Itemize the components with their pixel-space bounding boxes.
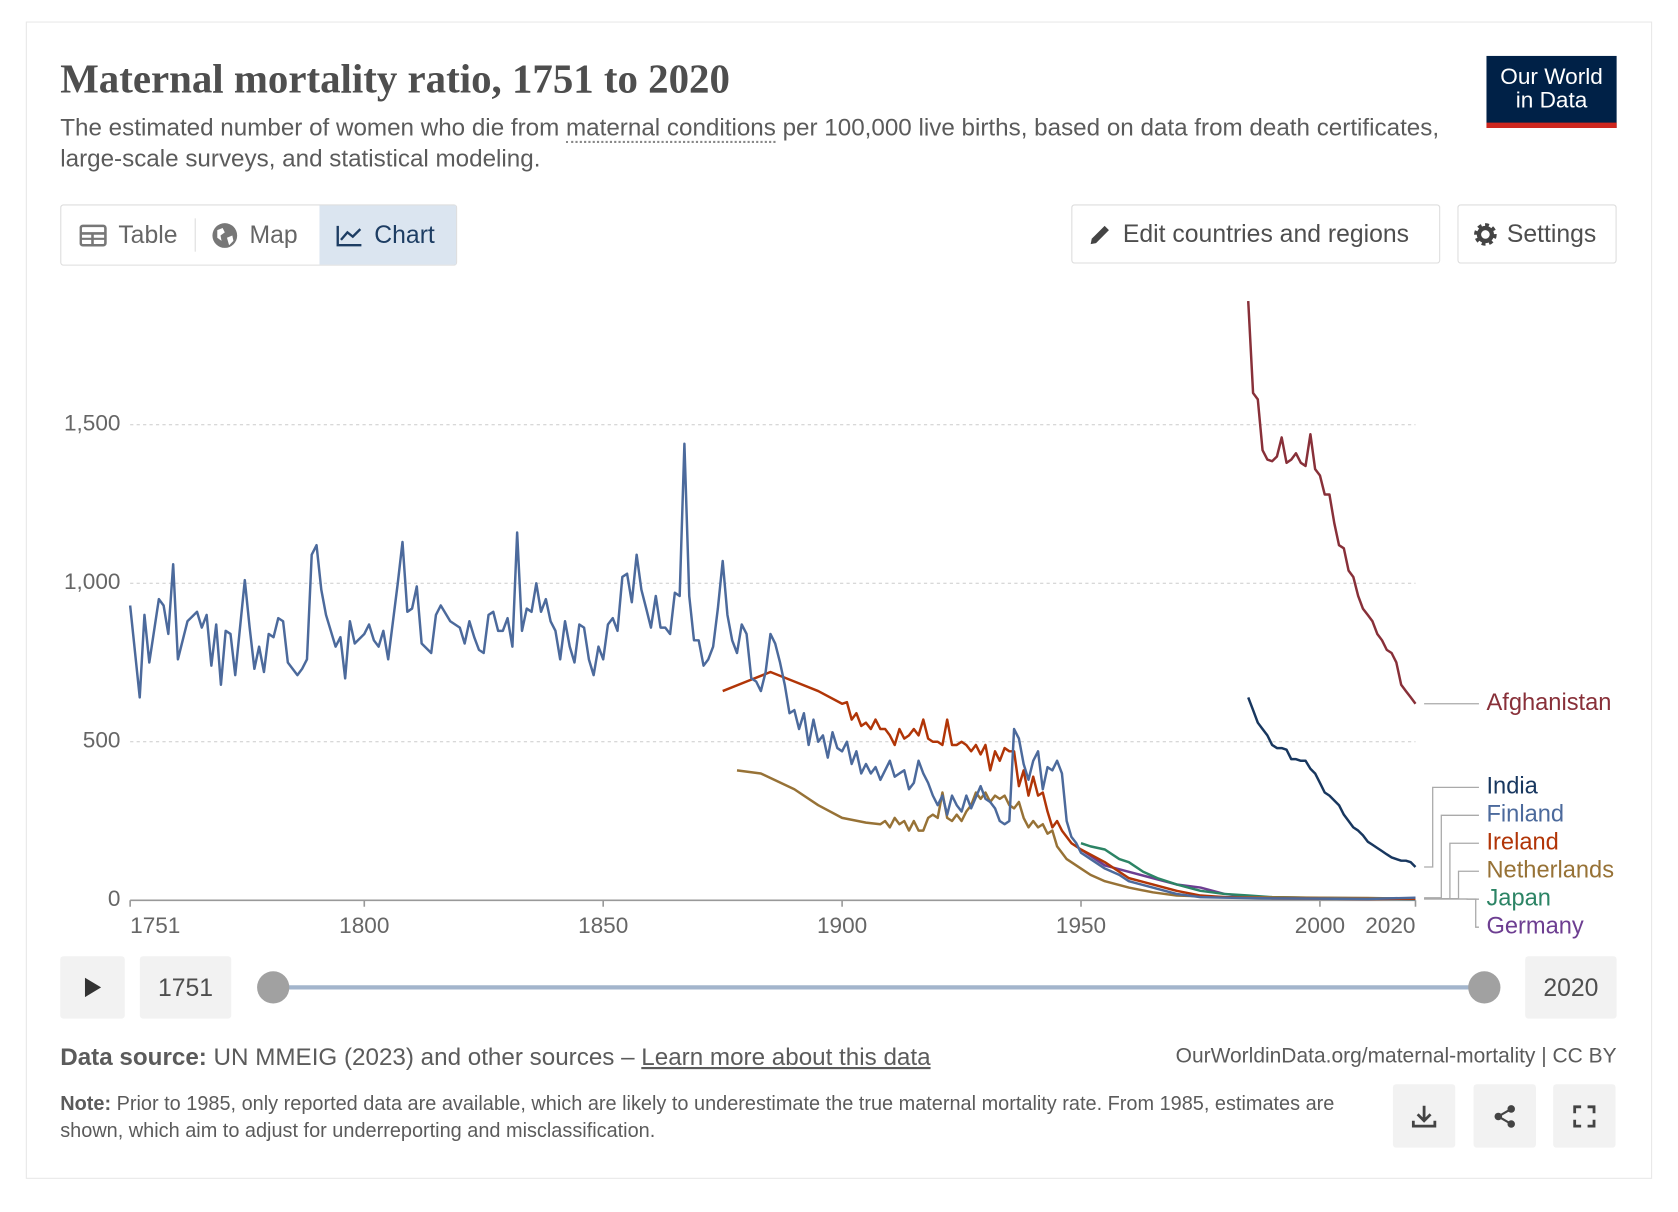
series-line bbox=[1080, 848, 1416, 901]
tab[interactable]: Map bbox=[196, 205, 319, 264]
button-label: Edit countries and regions bbox=[1122, 219, 1409, 248]
source-text: UN MMEIG (2023) and other sources – bbox=[206, 1043, 642, 1071]
card bbox=[25, 21, 1653, 1179]
legend-label: India bbox=[1486, 774, 1538, 800]
source: Data source: UN MMEIG (2023) and other s… bbox=[60, 1043, 930, 1071]
download-icon bbox=[1411, 1105, 1437, 1128]
x-tick-label: 2020 bbox=[1365, 913, 1415, 938]
subtitle-text: The estimated number of women who die fr… bbox=[60, 114, 567, 141]
tab-bar: Table Map Chart bbox=[60, 204, 458, 266]
table-icon bbox=[79, 224, 107, 246]
x-tick-label: 2000 bbox=[1295, 913, 1345, 938]
series-line bbox=[1246, 300, 1417, 705]
subtitle-text: per 100,000 live births, based on data f… bbox=[60, 114, 1440, 173]
legend-label: Netherlands bbox=[1486, 857, 1614, 883]
play-button[interactable] bbox=[60, 956, 125, 1019]
pencil-icon bbox=[1090, 225, 1109, 244]
tab-label: Chart bbox=[374, 220, 435, 249]
slider-handle[interactable] bbox=[1468, 971, 1501, 1004]
slider-handle[interactable] bbox=[257, 971, 290, 1004]
series-line bbox=[736, 769, 1416, 900]
tab-selected[interactable]: Chart bbox=[319, 205, 457, 265]
legend-connector bbox=[1424, 786, 1479, 868]
x-tick-label: 1900 bbox=[817, 913, 867, 938]
x-tick-label: 1751 bbox=[130, 913, 180, 938]
button-label: Settings bbox=[1506, 219, 1597, 248]
fullscreen-icon bbox=[1573, 1104, 1596, 1128]
series-line bbox=[722, 670, 1416, 901]
subtitle: The estimated number of women who die fr… bbox=[60, 112, 1458, 174]
chart-icon bbox=[336, 225, 362, 246]
series-line bbox=[1080, 841, 1416, 901]
source-label: Data source: bbox=[60, 1043, 207, 1071]
subtitle-link[interactable]: maternal conditions bbox=[566, 114, 776, 144]
legend-label: Finland bbox=[1486, 802, 1564, 828]
y-tick-label: 1,000 bbox=[64, 569, 121, 594]
x-tick-label: 1850 bbox=[578, 913, 628, 938]
legend-label: Japan bbox=[1486, 885, 1550, 911]
tab-label: Map bbox=[249, 220, 298, 249]
note-label: Note: bbox=[60, 1091, 112, 1115]
x-tick-label: 1800 bbox=[339, 913, 389, 938]
title: Maternal mortality ratio, 1751 to 2020 bbox=[60, 57, 730, 103]
fullscreen-button[interactable] bbox=[1553, 1084, 1616, 1148]
y-tick-label: 0 bbox=[108, 886, 121, 911]
url[interactable]: OurWorldinData.org/maternal-mortality | … bbox=[1175, 1044, 1617, 1069]
legend-label: Germany bbox=[1486, 913, 1583, 939]
logo-line: in Data bbox=[1515, 88, 1588, 113]
note-text: Prior to 1985, only reported data are av… bbox=[60, 1091, 1335, 1142]
legend-connector bbox=[1424, 898, 1479, 928]
legend-label: Ireland bbox=[1486, 830, 1558, 856]
legend-label: Afghanistan bbox=[1486, 690, 1611, 716]
play-icon bbox=[84, 977, 102, 998]
series-line bbox=[1247, 696, 1417, 868]
timeline-end[interactable]: 2020 bbox=[1525, 956, 1617, 1019]
y-tick-label: 500 bbox=[83, 728, 121, 753]
globe-icon bbox=[212, 222, 238, 248]
share-button[interactable] bbox=[1473, 1084, 1536, 1148]
edit-button[interactable]: Edit countries and regions bbox=[1071, 204, 1441, 264]
legend-connector bbox=[1424, 870, 1479, 900]
tab[interactable]: Table bbox=[61, 205, 194, 264]
settings-button[interactable]: Settings bbox=[1457, 204, 1617, 264]
legend-connector bbox=[1424, 814, 1479, 899]
x-tick-label: 1950 bbox=[1056, 913, 1106, 938]
timeline-start[interactable]: 1751 bbox=[139, 956, 232, 1019]
download-button[interactable] bbox=[1392, 1084, 1456, 1148]
divider bbox=[194, 218, 196, 252]
share-icon bbox=[1494, 1104, 1515, 1128]
logo[interactable]: Our World in Data bbox=[1486, 55, 1617, 128]
y-tick-label: 1,500 bbox=[64, 411, 121, 436]
gear-icon bbox=[1474, 222, 1497, 246]
source-link[interactable]: Learn more about this data bbox=[641, 1043, 931, 1071]
logo-line: Our World bbox=[1500, 64, 1603, 90]
tab-label: Table bbox=[118, 220, 178, 249]
series-line bbox=[128, 442, 1416, 901]
note: Note: Prior to 1985, only reported data … bbox=[60, 1090, 1351, 1144]
